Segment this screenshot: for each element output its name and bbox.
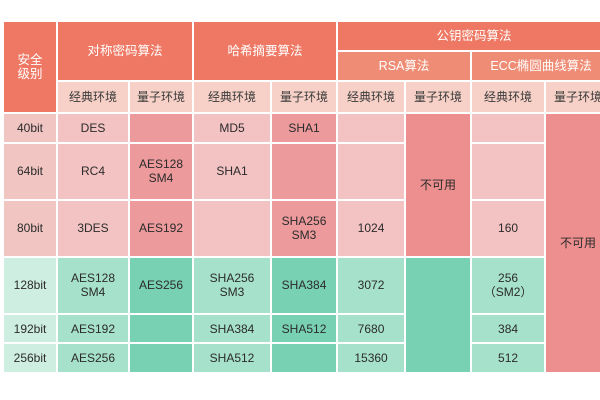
- hash-classical-cell: SHA384: [194, 314, 271, 343]
- subheader-rsa-quantum: 量子环境: [406, 82, 471, 112]
- sym-classical-cell: AES256: [58, 344, 128, 372]
- ecc-classical-cell: 160: [472, 200, 545, 256]
- hash-classical-cell: SHA512: [194, 344, 271, 372]
- subheader-sym-quantum: 量子环境: [130, 82, 193, 112]
- level-cell: 40bit: [4, 114, 56, 142]
- subheader-rsa-classical: 经典环境: [338, 82, 405, 112]
- sym-classical-cell: AES128 SM4: [58, 257, 128, 313]
- rsa-classical-cell: [338, 143, 405, 199]
- hash-classical-cell: SHA1: [194, 143, 271, 199]
- rsa-classical-cell: 7680: [338, 314, 405, 343]
- rsa-classical-cell: 1024: [338, 200, 405, 256]
- level-cell: 80bit: [4, 200, 56, 256]
- hash-classical-cell: [194, 200, 271, 256]
- rsa-classical-cell: 15360: [338, 344, 405, 372]
- hash-quantum-cell: [272, 143, 337, 199]
- sym-quantum-cell: [130, 114, 193, 142]
- rsa-classical-cell: [338, 114, 405, 142]
- level-cell: 64bit: [4, 143, 56, 199]
- hash-classical-cell: MD5: [194, 114, 271, 142]
- sym-quantum-cell: [130, 344, 193, 372]
- hash-quantum-cell: SHA512: [272, 314, 337, 343]
- sym-quantum-cell: AES256: [130, 257, 193, 313]
- hash-quantum-cell: [272, 344, 337, 372]
- ecc-quantum-na-cell: 不可用: [546, 114, 600, 372]
- rsa-quantum-empty-cell: [406, 257, 471, 372]
- header-ecc: ECC椭圆曲线算法: [472, 52, 600, 80]
- table-row: 256bit AES256 SHA512 15360 512: [4, 344, 600, 372]
- ecc-classical-cell: 384: [472, 314, 545, 343]
- hash-quantum-cell: SHA1: [272, 114, 337, 142]
- ecc-classical-cell: [472, 143, 545, 199]
- sym-classical-cell: RC4: [58, 143, 128, 199]
- crypto-security-table: 安全 级别 对称密码算法 哈希摘要算法 公钥密码算法 RSA算法 ECC椭圆曲线…: [2, 20, 600, 374]
- ecc-classical-cell: 512: [472, 344, 545, 372]
- header-symmetric: 对称密码算法: [58, 22, 193, 80]
- subheader-sym-classical: 经典环境: [58, 82, 128, 112]
- hash-quantum-cell: SHA384: [272, 257, 337, 313]
- header-hash: 哈希摘要算法: [194, 22, 337, 80]
- sym-classical-cell: AES192: [58, 314, 128, 343]
- subheader-hash-classical: 经典环境: [194, 82, 271, 112]
- hash-classical-cell: SHA256 SM3: [194, 257, 271, 313]
- rsa-quantum-na-cell: 不可用: [406, 114, 471, 256]
- sym-quantum-cell: [130, 314, 193, 343]
- table-row: 192bit AES192 SHA384 SHA512 7680 384: [4, 314, 600, 343]
- subheader-ecc-quantum: 量子环境: [546, 82, 600, 112]
- sym-classical-cell: 3DES: [58, 200, 128, 256]
- level-cell: 192bit: [4, 314, 56, 343]
- sym-quantum-cell: AES192: [130, 200, 193, 256]
- table-row: 128bit AES128 SM4 AES256 SHA256 SM3 SHA3…: [4, 257, 600, 372]
- subheader-ecc-classical: 经典环境: [472, 82, 545, 112]
- subheader-hash-quantum: 量子环境: [272, 82, 337, 112]
- sym-classical-cell: DES: [58, 114, 128, 142]
- ecc-classical-cell: [472, 114, 545, 142]
- hash-quantum-cell: SHA256 SM3: [272, 200, 337, 256]
- table-row: 40bit DES MD5 SHA1 不可用 不可用: [4, 114, 600, 372]
- ecc-classical-cell: 256 （SM2）: [472, 257, 545, 313]
- header-security-level: 安全 级别: [4, 22, 56, 112]
- rsa-classical-cell: 3072: [338, 257, 405, 313]
- table-row: 64bit RC4 AES128 SM4 SHA1: [4, 143, 600, 199]
- level-cell: 256bit: [4, 344, 56, 372]
- table-row: 80bit 3DES AES192 SHA256 SM3 1024 160: [4, 200, 600, 256]
- header-public-key: 公钥密码算法: [338, 22, 600, 50]
- level-cell: 128bit: [4, 257, 56, 313]
- sym-quantum-cell: AES128 SM4: [130, 143, 193, 199]
- header-rsa: RSA算法: [338, 52, 471, 80]
